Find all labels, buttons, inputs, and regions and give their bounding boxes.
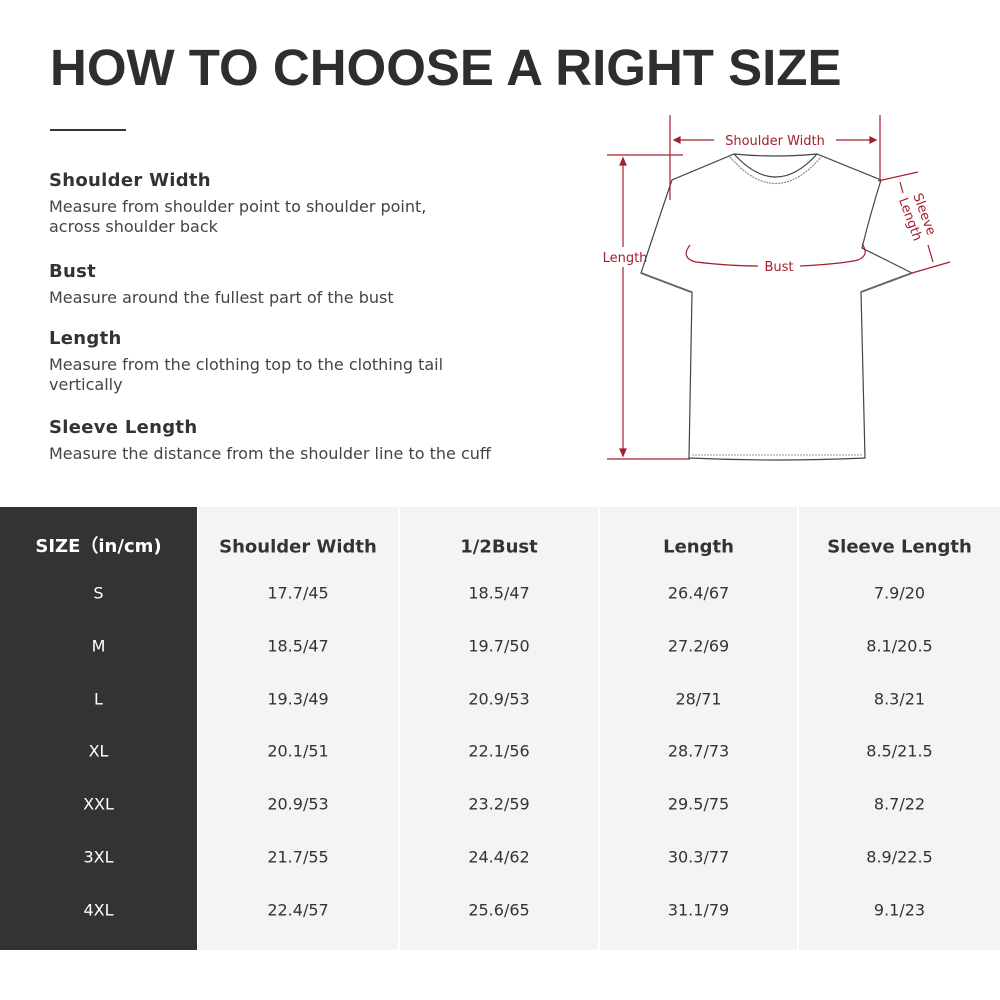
guide-heading: Length xyxy=(49,328,122,349)
shoulder-width-cell: 20.9/53 xyxy=(267,794,329,814)
sleeve-length-cell: 8.1/20.5 xyxy=(866,636,933,656)
shoulder-width-column: Shoulder Width 17.7/45 18.5/47 19.3/49 20.1/… xyxy=(198,507,398,950)
half-bust-cell: 20.9/53 xyxy=(468,689,530,709)
guide-text: Measure the distance from the shoulder l… xyxy=(49,444,491,463)
page-title: HOW TO CHOOSE A RIGHT SIZE xyxy=(50,39,842,96)
size-cell: 3XL xyxy=(83,847,114,867)
shoulder-width-header: Shoulder Width xyxy=(219,536,377,558)
size-cell: S xyxy=(93,583,104,603)
title-divider xyxy=(50,129,126,131)
length-cell: 31.1/79 xyxy=(667,900,730,920)
shoulder-width-cell: 17.7/45 xyxy=(267,583,329,603)
size-cell: XXL xyxy=(83,794,114,814)
half-bust-cell: 19.7/50 xyxy=(468,636,530,656)
size-cell: XL xyxy=(88,741,109,761)
shoulder-width-cell: 19.3/49 xyxy=(267,689,329,709)
sleeve-length-cell: 8.9/22.5 xyxy=(866,847,933,867)
guide-heading: Bust xyxy=(49,261,97,282)
half-bust-header: 1/2Bust xyxy=(460,536,538,558)
length-cell: 29.5/75 xyxy=(667,794,730,814)
sleeve-length-cell: 8.7/22 xyxy=(873,794,926,814)
guide-sleeve-length: Sleeve Length Measure the distance from … xyxy=(49,417,519,464)
guide-length: Length Measure from the clothing top to … xyxy=(49,328,519,395)
tshirt-diagram: Shoulder Width Length Bust SleeveLength xyxy=(603,115,951,461)
shoulder-width-cell: 22.4/57 xyxy=(267,900,329,920)
half-bust-cell: 23.2/59 xyxy=(468,794,530,814)
size-cell: M xyxy=(91,636,106,656)
sleeve-length-cell: 8.3/21 xyxy=(873,689,926,709)
length-column: Length 26.4/67 27.2/69 28/71 28.7/73 29.5/75 3… xyxy=(600,507,797,950)
length-header: Length xyxy=(663,536,734,558)
sleeve-length-cell: 8.5/21.5 xyxy=(866,741,933,761)
bust-label: Bust xyxy=(764,260,793,275)
tshirt-outline xyxy=(640,153,914,461)
sleeve-length-label: SleeveLength xyxy=(895,191,939,243)
length-cell: 30.3/77 xyxy=(667,847,730,867)
sleeve-length-column: Sleeve Length 7.9/20 8.1/20.5 8.3/21 8.5/21.… xyxy=(799,507,1000,950)
size-column: SIZE（in/cm) S M L XL XXL 3XL 4XL xyxy=(0,507,197,950)
half-bust-cell: 22.1/56 xyxy=(468,741,530,761)
half-bust-cell: 24.4/62 xyxy=(468,847,530,867)
guide-shoulder-width: Shoulder Width Measure from shoulder poi… xyxy=(49,170,519,237)
sleeve-length-header: Sleeve Length xyxy=(827,536,972,558)
sleeve-length-cell: 7.9/20 xyxy=(873,583,926,603)
shoulder-width-label: Shoulder Width xyxy=(725,134,825,149)
length-cell: 28.7/73 xyxy=(667,741,730,761)
half-bust-cell: 25.6/65 xyxy=(468,900,530,920)
size-cell: 4XL xyxy=(83,900,114,920)
size-header: SIZE（in/cm) xyxy=(35,536,162,557)
guide-heading: Shoulder Width xyxy=(49,170,211,191)
guide-text: Measure around the fullest part of the b… xyxy=(49,288,394,307)
shoulder-width-cell: 20.1/51 xyxy=(267,741,329,761)
shoulder-width-cell: 21.7/55 xyxy=(267,847,329,867)
guide-text: Measure from shoulder point to shoulder … xyxy=(49,197,427,236)
half-bust-cell: 18.5/47 xyxy=(468,583,530,603)
length-label: Length xyxy=(603,251,648,266)
half-bust-column: 1/2Bust 18.5/47 19.7/50 20.9/53 22.1/56 23.2/… xyxy=(400,507,598,950)
length-cell: 28/71 xyxy=(675,689,722,709)
shoulder-width-cell: 18.5/47 xyxy=(267,636,329,656)
guide-heading: Sleeve Length xyxy=(49,417,198,438)
guide-text: Measure from the clothing top to the clo… xyxy=(49,355,444,394)
sleeve-length-cell: 9.1/23 xyxy=(873,900,926,920)
size-cell: L xyxy=(94,689,103,709)
guide-bust: Bust Measure around the fullest part of … xyxy=(49,261,519,308)
length-cell: 27.2/69 xyxy=(667,636,730,656)
length-cell: 26.4/67 xyxy=(667,583,730,603)
measurement-lines xyxy=(607,115,951,460)
size-table: SIZE（in/cm) S M L XL XXL 3XL 4XL Shoulde… xyxy=(0,507,1000,950)
